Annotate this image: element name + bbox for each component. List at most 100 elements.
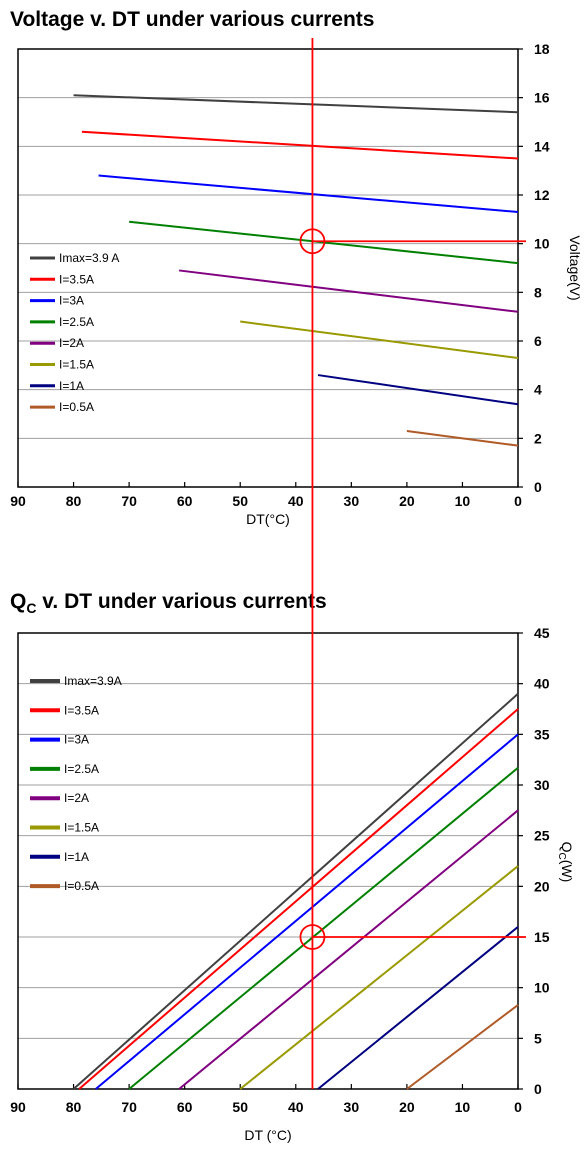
qc-legend-label: I=3.5A xyxy=(64,703,99,717)
voltage-x-ticks: 90 80 70 60 50 40 30 20 10 0 xyxy=(10,482,522,509)
qc-y-tick-label: 40 xyxy=(534,676,550,692)
qc-ylabel-rest: (W) xyxy=(559,860,575,883)
voltage-legend-label: I=1.5A xyxy=(59,358,94,372)
voltage-series-line-1 xyxy=(81,130,519,160)
qc-x-tick-label: 80 xyxy=(66,1099,82,1115)
qc-y-tick-label: 35 xyxy=(534,726,550,742)
qc-y-tick-label: 45 xyxy=(534,625,550,641)
qc-y-tick-label: 5 xyxy=(534,1030,542,1046)
voltage-y-tick-label: 0 xyxy=(534,479,542,495)
voltage-legend-label: I=0.5A xyxy=(59,400,94,414)
qc-series-line-6 xyxy=(317,926,519,1090)
voltage-series-line-2 xyxy=(98,174,519,214)
voltage-series-line-0 xyxy=(73,94,519,114)
qc-y-tick-label: 15 xyxy=(534,929,550,945)
qc-x-tick-label: 20 xyxy=(399,1099,415,1115)
qc-y-tick-label: 30 xyxy=(534,777,550,793)
voltage-y-tick-label: 14 xyxy=(534,138,550,154)
voltage-y-tick-label: 16 xyxy=(534,90,550,106)
voltage-y-tick-label: 8 xyxy=(534,284,542,300)
qc-ylabel-sub: C xyxy=(556,853,567,860)
qc-plot-area xyxy=(17,632,519,1090)
voltage-y-tick-label: 18 xyxy=(534,41,550,57)
qc-legend-label: I=2.5A xyxy=(64,762,99,776)
voltage-y-ticks: 0 2 4 6 8 10 12 14 16 18 xyxy=(518,41,550,495)
voltage-x-tick-label: 50 xyxy=(232,493,248,509)
qc-y-tick-label: 10 xyxy=(534,980,550,996)
qc-x-tick-label: 10 xyxy=(455,1099,471,1115)
qc-legend-label: I=3A xyxy=(64,733,89,747)
voltage-plot-area xyxy=(17,48,519,488)
qc-x-tick-label: 30 xyxy=(344,1099,360,1115)
voltage-legend-label: I=3.5A xyxy=(59,272,94,286)
qc-y-ticks: 0 5 10 15 20 25 30 35 40 45 xyxy=(518,625,550,1097)
qc-x-axis-label: DT (°C) xyxy=(244,1127,291,1143)
qc-x-tick-label: 60 xyxy=(177,1099,193,1115)
voltage-guide-circle xyxy=(299,228,326,255)
voltage-x-tick-label: 70 xyxy=(121,493,137,509)
qc-title-main: Q xyxy=(10,590,26,613)
qc-ylabel-main: Q xyxy=(559,842,575,853)
qc-legend-label: I=1.5A xyxy=(64,821,99,835)
voltage-series-line-6 xyxy=(317,374,519,406)
qc-legend-label: Imax=3.9A xyxy=(64,674,122,688)
voltage-legend-label: I=1A xyxy=(59,379,84,393)
voltage-grid xyxy=(18,97,518,439)
qc-x-tick-label: 0 xyxy=(514,1099,522,1115)
qc-x-tick-label: 40 xyxy=(288,1099,304,1115)
qc-series-line-1 xyxy=(78,708,519,1090)
qc-series-line-3 xyxy=(128,767,519,1090)
voltage-chart-title: Voltage v. DT under various currents xyxy=(10,8,374,31)
voltage-legend: Imax=3.9 A I=3.5A I=3A I=2.5A I=2A I=1.5A I=1A… xyxy=(30,251,119,414)
voltage-x-tick-label: 80 xyxy=(66,493,82,509)
voltage-x-tick-label: 0 xyxy=(514,493,522,509)
qc-series-line-2 xyxy=(95,733,519,1090)
voltage-legend-label: I=2.5A xyxy=(59,315,94,329)
qc-series-line-7 xyxy=(406,1004,519,1090)
qc-series-line-0 xyxy=(72,693,519,1090)
qc-x-tick-label: 50 xyxy=(232,1099,248,1115)
voltage-legend-label: I=2A xyxy=(59,336,84,350)
voltage-y-tick-label: 2 xyxy=(534,430,542,446)
voltage-x-tick-label: 40 xyxy=(288,493,304,509)
guide-overlay xyxy=(299,38,526,1089)
qc-x-tick-label: 90 xyxy=(10,1099,26,1115)
qc-legend: Imax=3.9A I=3.5A I=3A I=2.5A I=2A I=1.5A I=1A I… xyxy=(30,674,122,893)
voltage-legend-label: Imax=3.9 A xyxy=(59,251,119,265)
qc-chart-title: QC v. DT under various currents xyxy=(10,590,327,616)
qc-y-tick-label: 25 xyxy=(534,828,550,844)
voltage-y-tick-label: 4 xyxy=(534,382,542,398)
voltage-y-tick-label: 12 xyxy=(534,187,550,203)
qc-series-line-5 xyxy=(239,865,519,1090)
voltage-series-line-7 xyxy=(406,430,519,447)
voltage-x-tick-label: 20 xyxy=(399,493,415,509)
voltage-x-tick-label: 30 xyxy=(344,493,360,509)
qc-series xyxy=(72,693,519,1090)
qc-x-tick-label: 70 xyxy=(121,1099,137,1115)
voltage-series-line-4 xyxy=(178,269,519,313)
qc-legend-label: I=2A xyxy=(64,791,89,805)
voltage-y-axis-label: Voltage(V) xyxy=(567,235,583,300)
voltage-x-tick-label: 60 xyxy=(177,493,193,509)
qc-guide-circle xyxy=(299,924,326,950)
qc-legend-label: I=1A xyxy=(64,850,89,864)
qc-legend-label: I=0.5A xyxy=(64,879,99,893)
voltage-y-tick-label: 6 xyxy=(534,333,542,349)
qc-title-sub: C xyxy=(26,600,36,616)
voltage-series xyxy=(73,94,519,447)
qc-grid xyxy=(18,683,518,1039)
voltage-series-line-5 xyxy=(240,320,519,360)
qc-title-rest: v. DT under various currents xyxy=(36,590,326,613)
voltage-legend-label: I=3A xyxy=(59,294,84,308)
qc-chart: QC v. DT under various currents 05101520… xyxy=(10,590,575,1143)
qc-y-tick-label: 0 xyxy=(534,1081,542,1097)
voltage-x-tick-label: 10 xyxy=(455,493,471,509)
qc-y-tick-label: 20 xyxy=(534,878,550,894)
voltage-chart: Voltage v. DT under various currents 0 2 4… xyxy=(10,8,583,527)
voltage-x-axis-label: DT(°C) xyxy=(246,511,290,527)
voltage-x-tick-label: 90 xyxy=(10,493,26,509)
qc-x-ticks: 90 80 70 60 50 40 30 20 10 0 xyxy=(10,1084,522,1115)
qc-y-axis-label: QC(W) xyxy=(556,842,575,883)
qc-series-line-4 xyxy=(178,809,519,1090)
